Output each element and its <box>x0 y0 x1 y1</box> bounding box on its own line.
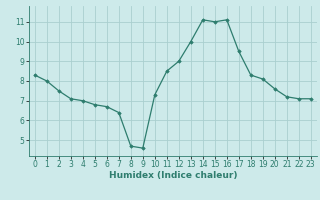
X-axis label: Humidex (Indice chaleur): Humidex (Indice chaleur) <box>108 171 237 180</box>
